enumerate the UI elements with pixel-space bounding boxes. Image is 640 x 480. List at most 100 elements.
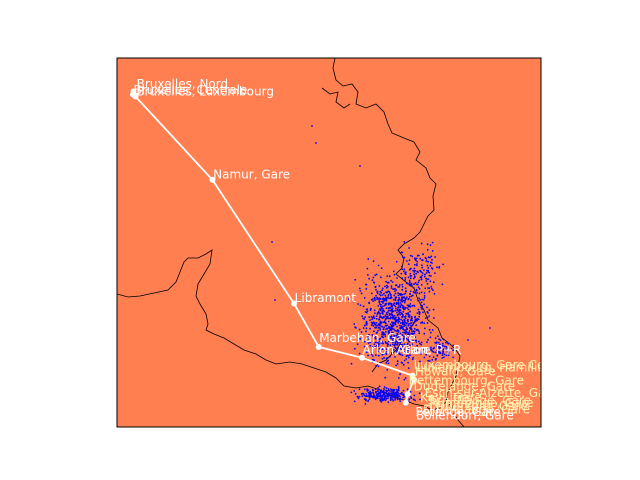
density-point bbox=[376, 296, 379, 299]
density-point bbox=[386, 275, 389, 277]
density-point bbox=[413, 332, 416, 335]
density-point bbox=[423, 269, 425, 271]
density-point bbox=[379, 391, 382, 394]
density-point bbox=[408, 247, 410, 249]
density-point bbox=[397, 294, 400, 297]
density-point bbox=[414, 320, 416, 323]
density-point bbox=[369, 392, 372, 395]
density-point bbox=[361, 395, 364, 397]
density-point bbox=[400, 318, 402, 321]
density-point bbox=[377, 329, 379, 332]
density-point bbox=[370, 353, 373, 356]
density-point bbox=[382, 399, 385, 401]
density-point bbox=[407, 276, 410, 279]
density-point bbox=[382, 316, 385, 318]
density-point bbox=[410, 282, 413, 285]
density-point bbox=[401, 277, 404, 280]
density-point bbox=[413, 305, 416, 307]
density-point bbox=[377, 310, 380, 313]
density-point bbox=[404, 331, 406, 333]
density-point bbox=[427, 347, 430, 350]
density-point bbox=[384, 324, 387, 327]
density-point bbox=[369, 319, 371, 321]
density-point bbox=[374, 388, 377, 391]
density-point bbox=[365, 311, 368, 314]
density-point bbox=[374, 395, 376, 398]
density-point bbox=[418, 297, 420, 300]
density-point bbox=[404, 308, 406, 310]
density-point bbox=[423, 356, 426, 359]
density-point bbox=[395, 307, 397, 310]
density-point bbox=[358, 287, 361, 290]
density-point bbox=[365, 288, 368, 290]
density-point bbox=[419, 342, 421, 345]
density-point bbox=[408, 356, 410, 359]
density-point bbox=[436, 266, 438, 269]
density-point bbox=[397, 302, 400, 305]
density-point bbox=[399, 373, 401, 376]
density-point bbox=[373, 343, 376, 346]
density-point bbox=[376, 324, 379, 327]
density-point bbox=[398, 338, 401, 341]
density-point bbox=[409, 324, 412, 327]
density-point bbox=[392, 391, 395, 394]
density-point bbox=[396, 329, 399, 332]
station-label: Marbehan, Gare bbox=[319, 331, 416, 345]
density-point bbox=[378, 297, 380, 300]
density-point bbox=[354, 278, 357, 281]
density-point bbox=[430, 346, 432, 349]
density-point bbox=[391, 323, 394, 325]
density-point bbox=[442, 350, 444, 352]
density-point bbox=[416, 260, 419, 263]
density-point bbox=[392, 399, 395, 402]
density-point bbox=[373, 330, 375, 333]
density-point bbox=[396, 360, 399, 363]
density-point bbox=[364, 403, 367, 405]
density-point bbox=[395, 388, 398, 391]
density-point bbox=[411, 255, 414, 258]
density-point bbox=[363, 318, 366, 320]
density-point bbox=[389, 323, 392, 326]
density-point bbox=[394, 305, 397, 308]
density-point bbox=[399, 294, 402, 296]
density-point bbox=[416, 344, 419, 347]
density-point bbox=[379, 298, 382, 300]
density-point bbox=[375, 294, 377, 297]
density-point bbox=[408, 316, 411, 319]
density-point bbox=[409, 267, 412, 270]
density-point bbox=[394, 292, 397, 295]
density-point bbox=[371, 358, 374, 361]
density-point bbox=[402, 331, 404, 334]
density-point bbox=[426, 264, 429, 267]
density-point bbox=[402, 299, 405, 302]
density-point bbox=[400, 361, 403, 364]
density-point bbox=[397, 286, 399, 288]
density-point bbox=[385, 280, 387, 283]
density-point bbox=[416, 254, 419, 257]
density-point bbox=[393, 315, 396, 317]
density-point bbox=[425, 280, 428, 282]
density-point bbox=[400, 340, 402, 343]
density-point bbox=[413, 394, 416, 397]
density-point bbox=[396, 332, 399, 335]
density-point bbox=[374, 299, 376, 302]
density-point bbox=[367, 336, 369, 338]
density-point bbox=[404, 277, 407, 279]
density-point bbox=[416, 263, 418, 265]
density-point bbox=[432, 308, 435, 311]
density-point bbox=[392, 303, 395, 306]
density-point bbox=[407, 324, 410, 327]
density-point bbox=[420, 306, 423, 309]
density-point bbox=[386, 390, 388, 393]
density-point bbox=[388, 327, 390, 329]
density-point bbox=[370, 307, 372, 310]
density-point bbox=[386, 285, 389, 288]
density-point bbox=[365, 330, 367, 333]
density-point bbox=[426, 316, 429, 319]
density-point bbox=[379, 395, 381, 398]
density-point bbox=[428, 309, 431, 312]
density-point bbox=[381, 340, 383, 343]
map-background bbox=[117, 58, 541, 427]
station-label: Bruxelles, Luxembourg bbox=[136, 85, 274, 99]
density-point bbox=[398, 344, 401, 346]
